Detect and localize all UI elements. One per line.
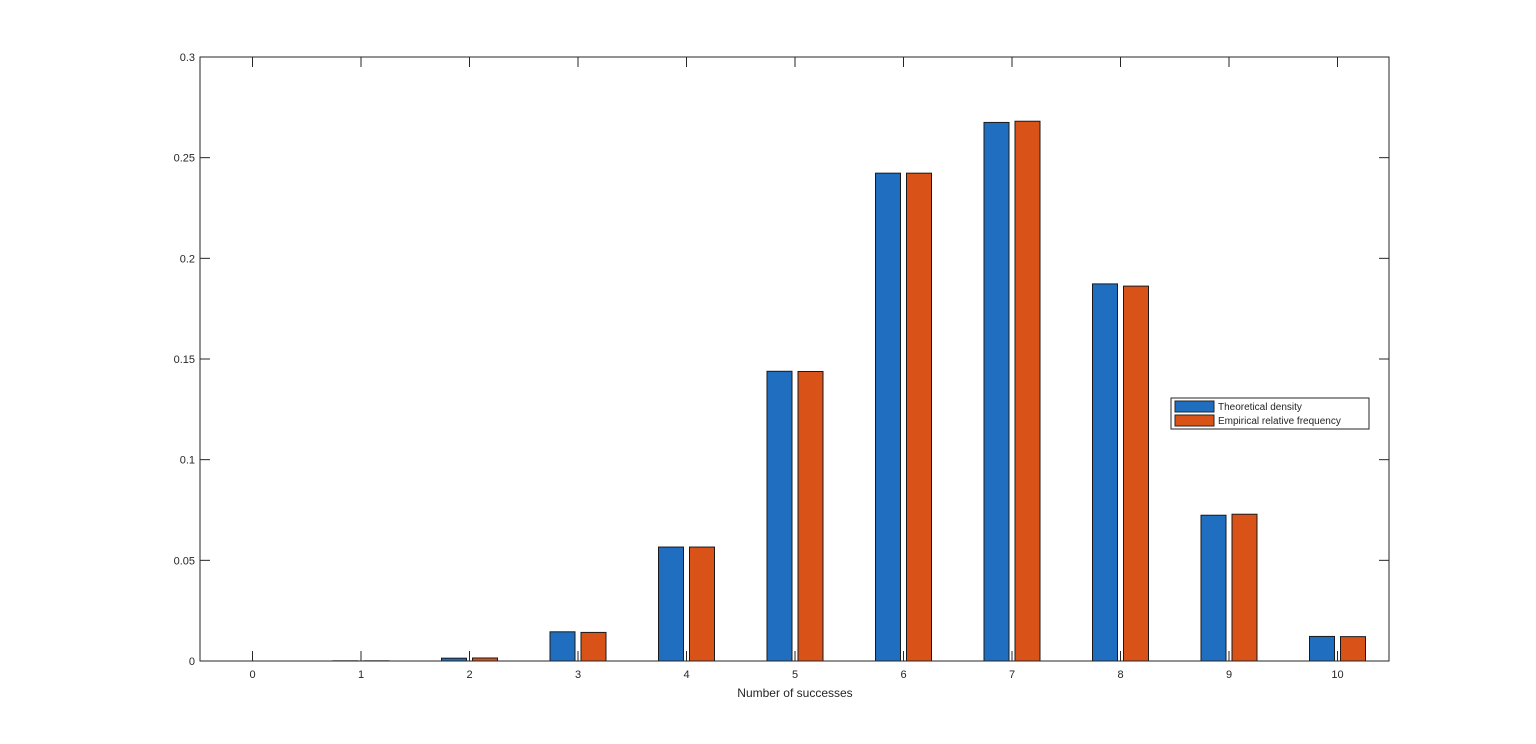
- legend-label-empirical: Empirical relative frequency: [1218, 416, 1341, 427]
- bar-empirical-5: [797, 370, 824, 662]
- y-tick-labels: 0 0.05 0.1 0.15 0.2 0.25 0.3: [174, 52, 195, 668]
- x-tick-label-5: 5: [792, 669, 798, 681]
- y-tick-label-0: 0: [189, 656, 195, 668]
- x-tick-label-8: 8: [1117, 669, 1123, 681]
- bar-theoretical-8: [1092, 283, 1118, 662]
- x-tick-labels: 0 1 2 3 4 5 6 7 8 9 10: [249, 669, 1343, 681]
- legend-label-theoretical: Theoretical density: [1218, 402, 1302, 413]
- bar-theoretical-9: [1200, 514, 1227, 662]
- bar-empirical-8: [1123, 285, 1149, 662]
- y-tick-label-6: 0.3: [180, 52, 195, 64]
- bar-empirical-6: [906, 172, 932, 662]
- bar-empirical-9: [1231, 513, 1258, 662]
- x-tick-label-6: 6: [900, 669, 906, 681]
- bar-theoretical-5: [766, 370, 793, 662]
- x-tick-label-10: 10: [1331, 669, 1343, 681]
- x-tick-label-3: 3: [575, 669, 581, 681]
- x-tick-label-2: 2: [466, 669, 472, 681]
- ticks-layer: [200, 56, 1389, 662]
- x-tick-label-9: 9: [1226, 669, 1232, 681]
- bar-theoretical-3: [549, 631, 576, 662]
- bar-empirical-7: [1014, 120, 1041, 662]
- legend-swatch-theoretical: [1174, 400, 1215, 413]
- bars-layer: [332, 120, 1366, 662]
- bar-theoretical-10: [1309, 635, 1335, 662]
- y-tick-label-1: 0.05: [174, 555, 195, 567]
- legend: Theoretical density Empirical relative f…: [1170, 397, 1370, 430]
- x-axis-label: Number of successes: [737, 686, 852, 700]
- x-tick-label-1: 1: [358, 669, 364, 681]
- bar-theoretical-4: [658, 546, 684, 662]
- y-tick-label-5: 0.25: [174, 153, 195, 165]
- bar-theoretical-7: [983, 121, 1010, 662]
- y-tick-label-2: 0.1: [180, 455, 195, 467]
- x-tick-label-4: 4: [683, 669, 689, 681]
- y-tick-label-4: 0.2: [180, 253, 195, 265]
- legend-swatch-empirical: [1174, 414, 1215, 427]
- bar-empirical-3: [580, 631, 607, 662]
- y-tick-label-3: 0.15: [174, 354, 195, 366]
- x-tick-label-0: 0: [249, 669, 255, 681]
- bar-empirical-4: [689, 546, 715, 662]
- x-tick-label-7: 7: [1009, 669, 1015, 681]
- bar-theoretical-6: [875, 172, 901, 662]
- bar-empirical-10: [1340, 636, 1366, 662]
